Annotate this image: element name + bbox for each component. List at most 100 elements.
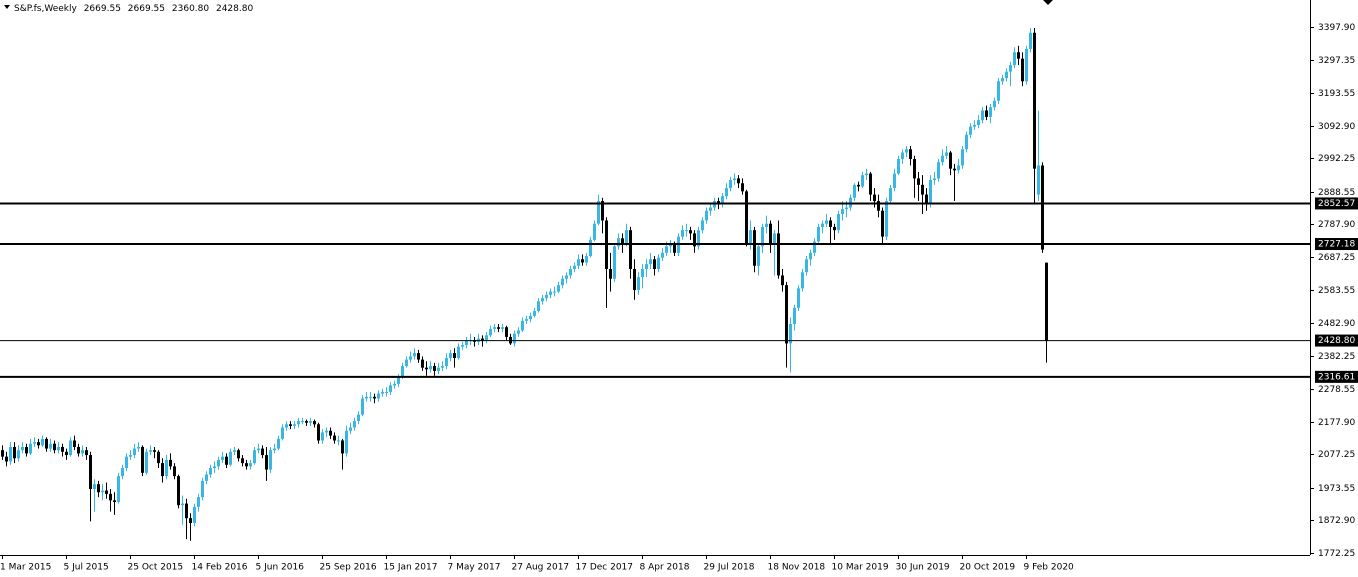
candle-body bbox=[445, 357, 448, 367]
candle-body bbox=[129, 455, 132, 457]
candle-body bbox=[825, 220, 828, 224]
candle-body bbox=[985, 110, 988, 117]
candle-body bbox=[889, 188, 892, 202]
candle-body bbox=[197, 497, 200, 507]
candle-body bbox=[853, 184, 856, 198]
candle-body bbox=[561, 278, 564, 286]
candle-body bbox=[105, 490, 108, 494]
candle-body bbox=[797, 288, 800, 308]
candle-body bbox=[325, 430, 328, 433]
candle-body bbox=[265, 455, 268, 470]
candle-body bbox=[885, 201, 888, 237]
candle-body bbox=[53, 443, 56, 451]
candle-body bbox=[613, 246, 616, 279]
candle-body bbox=[437, 367, 440, 371]
candle-body bbox=[421, 359, 424, 368]
candle-body bbox=[801, 272, 804, 289]
candle-body bbox=[805, 259, 808, 273]
candle-body bbox=[489, 328, 492, 336]
candle-body bbox=[161, 463, 164, 477]
candle-body bbox=[749, 230, 752, 244]
candle-body bbox=[309, 421, 312, 423]
candle-body bbox=[453, 353, 456, 358]
candle-body bbox=[317, 424, 320, 441]
y-tick-label: 2077.25 bbox=[1318, 450, 1355, 460]
candle-body bbox=[349, 427, 352, 431]
level-line-label: 2727.18 bbox=[1318, 240, 1355, 250]
candle-body bbox=[737, 178, 740, 184]
candle-body bbox=[1037, 165, 1040, 195]
candle-body bbox=[293, 424, 296, 426]
candle-body bbox=[157, 451, 160, 464]
candle-body bbox=[193, 506, 196, 523]
candle-body bbox=[169, 459, 172, 467]
y-tick-label: 2687.25 bbox=[1318, 253, 1355, 263]
y-tick-label: 2482.90 bbox=[1318, 319, 1355, 329]
candle-body bbox=[969, 126, 972, 135]
y-tick-label: 2583.55 bbox=[1318, 286, 1355, 296]
candle-body bbox=[121, 467, 124, 477]
candle-body bbox=[21, 446, 24, 451]
candle-body bbox=[485, 335, 488, 341]
candle-body bbox=[153, 450, 156, 452]
candle-body bbox=[345, 430, 348, 454]
candle-body bbox=[673, 244, 676, 253]
candle-body bbox=[9, 446, 12, 462]
shift-marker bbox=[1043, 0, 1053, 5]
y-tick-label: 1973.55 bbox=[1318, 484, 1355, 494]
candle-body bbox=[929, 180, 932, 205]
candle-body bbox=[725, 188, 728, 197]
menu-arrow[interactable] bbox=[4, 5, 10, 9]
candle-body bbox=[601, 201, 604, 221]
candle-body bbox=[333, 435, 336, 441]
x-tick-label: 14 Feb 2016 bbox=[192, 563, 248, 573]
candle-body bbox=[465, 340, 468, 346]
candle-body bbox=[609, 268, 612, 279]
y-tick-label: 3092.90 bbox=[1318, 122, 1355, 132]
candle-body bbox=[249, 463, 252, 467]
candle-body bbox=[297, 421, 300, 425]
candle-body bbox=[701, 220, 704, 231]
y-tick-label: 3193.55 bbox=[1318, 89, 1355, 99]
candle-body bbox=[549, 291, 552, 295]
candle-body bbox=[897, 158, 900, 174]
x-tick-label: 18 Nov 2018 bbox=[768, 563, 826, 573]
candle-body bbox=[809, 252, 812, 260]
candle-body bbox=[41, 438, 44, 446]
candle-body bbox=[653, 259, 656, 269]
candle-body bbox=[641, 268, 644, 278]
y-tick-label: 2177.90 bbox=[1318, 418, 1355, 428]
candle-body bbox=[369, 396, 372, 398]
candle-body bbox=[61, 446, 64, 452]
x-tick-label: 25 Sep 2016 bbox=[320, 563, 377, 573]
candle-body bbox=[253, 450, 256, 464]
candle-body bbox=[241, 458, 244, 464]
candle-body bbox=[585, 256, 588, 263]
candle-body bbox=[457, 346, 460, 358]
x-tick-label: 30 Jun 2019 bbox=[896, 563, 950, 573]
candle-body bbox=[189, 518, 192, 523]
candle-body bbox=[513, 333, 516, 344]
candle-body bbox=[945, 152, 948, 156]
candle-body bbox=[449, 353, 452, 358]
candle-body bbox=[337, 440, 340, 442]
candle-body bbox=[125, 456, 128, 468]
candle-body bbox=[841, 209, 844, 214]
x-tick-label: 25 Oct 2015 bbox=[128, 563, 184, 573]
candle-body bbox=[545, 294, 548, 299]
candle-body bbox=[921, 184, 924, 195]
candle-body bbox=[257, 448, 260, 451]
candle-body bbox=[709, 207, 712, 211]
candle-body bbox=[277, 438, 280, 449]
candle-body bbox=[269, 450, 272, 470]
candle-body bbox=[81, 450, 84, 454]
candle-body bbox=[225, 456, 228, 465]
candle-body bbox=[409, 356, 412, 360]
x-tick-label: 9 Feb 2020 bbox=[1024, 563, 1075, 573]
candle-body bbox=[649, 259, 652, 265]
current-price-line-label: 2428.80 bbox=[1318, 336, 1355, 346]
x-tick-label: 5 Jul 2015 bbox=[64, 563, 109, 573]
candle-body bbox=[917, 178, 920, 185]
candle-body bbox=[185, 503, 188, 519]
